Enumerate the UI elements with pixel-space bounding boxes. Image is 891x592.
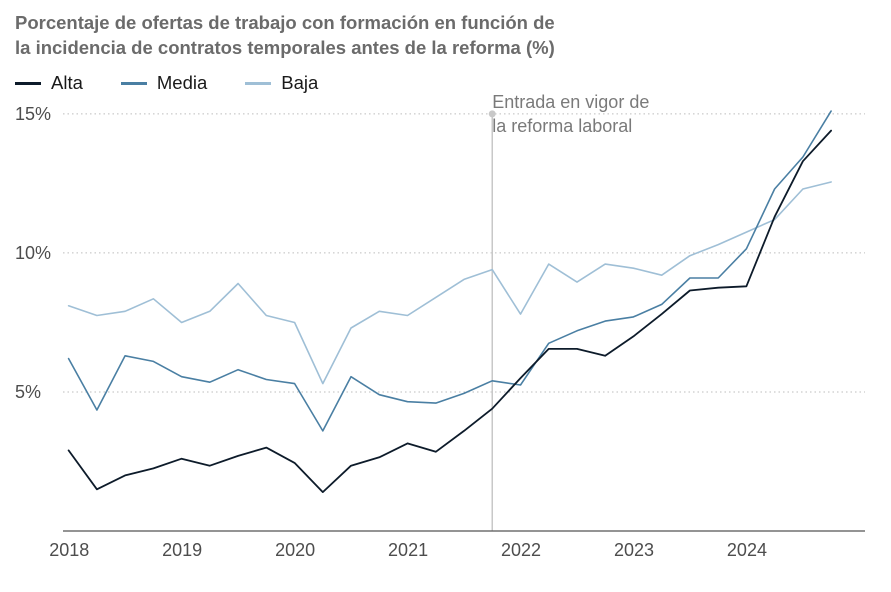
annotation-group: Entrada en vigor de la reforma laboral: [488, 92, 649, 531]
legend-label-media: Media: [156, 72, 208, 93]
legend-label-baja: Baja: [281, 72, 319, 93]
series-line-baja: [67, 181, 832, 385]
y-tick-label-15: 15%: [15, 104, 51, 124]
x-tick-label-2021: 2021: [388, 540, 428, 560]
chart-title: Porcentaje de ofertas de trabajo con for…: [15, 10, 715, 60]
annotation-text-line-1: Entrada en vigor de: [492, 92, 649, 112]
x-tick-label-2018: 2018: [49, 540, 89, 560]
chart-title-line-1: Porcentaje de ofertas de trabajo con for…: [15, 12, 555, 33]
x-tick-label-2022: 2022: [501, 540, 541, 560]
legend-item-alta: Alta: [15, 72, 83, 94]
annotation-text-line-2: la reforma laboral: [492, 116, 632, 136]
y-axis: 5% 10% 15%: [15, 104, 51, 402]
series-line-media: [67, 110, 832, 432]
legend-swatch-media: [120, 81, 147, 85]
legend-item-baja: Baja: [245, 72, 318, 94]
legend-swatch-alta: [15, 81, 41, 85]
y-tick-label-5: 5%: [15, 382, 41, 402]
annotation-marker: [488, 110, 496, 118]
x-tick-label-2024: 2024: [727, 540, 767, 560]
legend-item-media: Media: [120, 72, 208, 94]
x-tick-label-2019: 2019: [162, 540, 202, 560]
chart-legend: Alta Media Baja: [15, 72, 356, 94]
legend-label-alta: Alta: [51, 72, 83, 93]
x-tick-label-2020: 2020: [275, 540, 315, 560]
y-tick-label-10: 10%: [15, 243, 51, 263]
chart-title-line-2: la incidencia de contratos temporales an…: [15, 37, 555, 58]
legend-swatch-baja: [245, 81, 272, 85]
series-line-alta: [67, 129, 832, 493]
x-axis: 2018 2019 2020 2021 2022 2023 2024: [49, 530, 865, 560]
x-tick-label-2023: 2023: [614, 540, 654, 560]
series-lines: [67, 110, 832, 493]
grid-lines: [63, 113, 865, 393]
